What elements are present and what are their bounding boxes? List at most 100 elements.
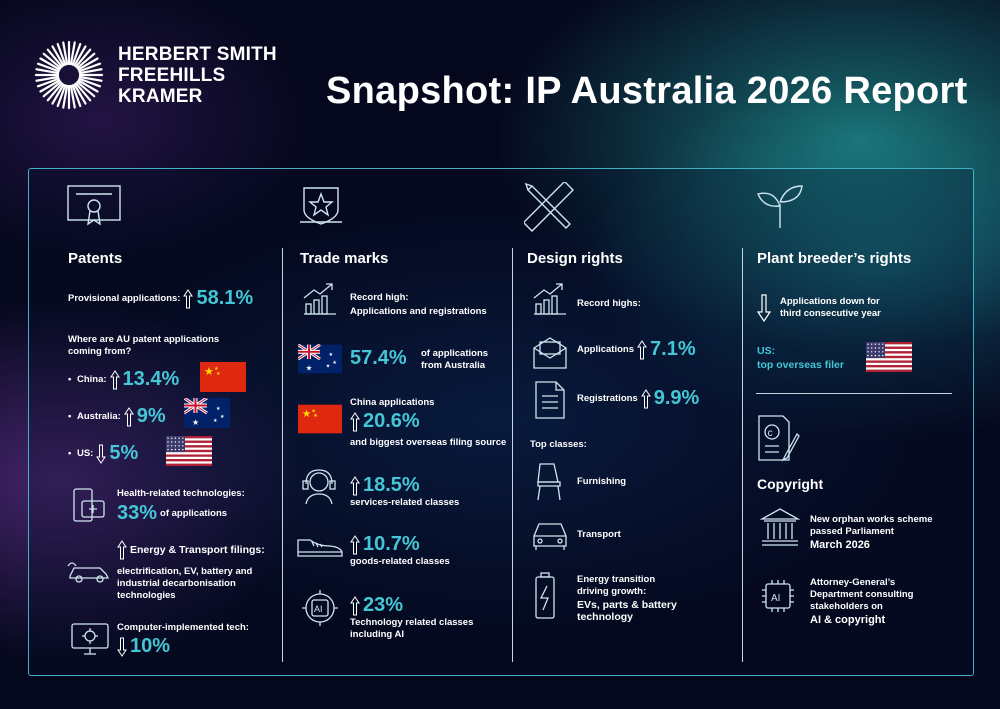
parliament-icon (760, 508, 800, 546)
energy-label: Energy & Transport filings: (130, 544, 265, 556)
svg-text:★: ★ (213, 418, 218, 424)
china-flag-icon: ★ ★★ (200, 362, 246, 392)
health-suffix: of applications (160, 507, 228, 519)
provisional-stat: Provisional applications: 58.1% (68, 287, 253, 310)
page-title: Snapshot: IP Australia 2026 Report (326, 70, 968, 112)
design-heading: Design rights (527, 250, 623, 267)
australia-label: Australia: (76, 410, 121, 422)
ruler-pencil-icon (524, 182, 574, 232)
arrow-up-icon (117, 540, 127, 560)
growth-chart-icon (533, 283, 566, 315)
arrow-up-icon (350, 411, 360, 431)
us-label: US: (76, 447, 94, 459)
copyright-ag-bold: AI & copyright (810, 614, 886, 626)
design-record-label: Record highs: (577, 298, 641, 309)
shoe-icon (297, 539, 343, 557)
heart-phone-icon (73, 488, 105, 522)
tm-australia-desc: of applications from Australia (421, 348, 489, 371)
svg-text:★: ★ (306, 363, 313, 372)
svg-text:★: ★ (311, 408, 316, 414)
computer-stat: 10% (117, 635, 170, 658)
ev-car-icon (67, 562, 110, 583)
shield-star-icon (300, 187, 342, 225)
section-divider (756, 393, 952, 394)
tm-services-stat: 18.5% (350, 474, 420, 497)
tm-services-desc: services-related classes (350, 497, 460, 508)
svg-text:★: ★ (329, 352, 334, 358)
arrow-down-icon (96, 444, 107, 464)
health-stat: 33% of applications (117, 502, 227, 525)
tm-china-stat: 20.6% (350, 410, 420, 433)
arrow-up-icon (350, 475, 360, 495)
brand-line-1: HERBERT SMITH (118, 44, 277, 65)
document-icon (535, 381, 565, 419)
headset-icon (302, 469, 336, 505)
tm-china-label: China applications (350, 397, 435, 408)
china-value: 13.4% (122, 368, 180, 390)
provisional-label: Provisional applications: (68, 292, 181, 304)
column-divider (282, 248, 283, 662)
svg-text:★: ★ (326, 364, 331, 370)
health-label: Health-related technologies: (117, 488, 245, 499)
china-row: • China: 13.4% (68, 368, 180, 390)
ai-chip-label: AI (314, 604, 323, 614)
tm-services-value: 18.5% (363, 474, 420, 496)
arrow-up-icon (123, 406, 134, 426)
copyright-orphan-desc: New orphan works scheme passed Parliamen… (810, 514, 933, 537)
design-furnishing: Furnishing (577, 476, 627, 487)
car-icon (533, 523, 567, 550)
arrow-up-icon (350, 595, 360, 615)
australia-row: • Australia: 9% (68, 405, 166, 427)
svg-text:★: ★ (204, 366, 214, 378)
arrow-down-icon (117, 637, 127, 657)
tm-goods-desc: goods-related classes (350, 556, 450, 567)
design-registrations-stat: Registrations 9.9% (577, 387, 699, 410)
svg-text:★: ★ (332, 360, 337, 366)
us-value: 5% (109, 442, 139, 464)
ai-chip-icon: AI (302, 590, 338, 626)
provisional-value: 58.1% (196, 287, 254, 309)
design-registrations-label: Registrations (577, 392, 638, 404)
arrow-down-icon (757, 294, 771, 322)
arrow-up-icon (183, 288, 194, 308)
china-label: China: (76, 373, 107, 385)
where-label: Where are AU patent applications coming … (68, 334, 220, 357)
plant-down-desc: Applications down for third consecutive … (780, 296, 881, 319)
brand-line-3: KRAMER (118, 86, 203, 107)
plant-us-desc: top overseas filer (757, 359, 844, 371)
design-applications-value: 7.1% (650, 338, 696, 360)
design-applications-stat: Applications 7.1% (577, 338, 696, 361)
energy-stat: Energy & Transport filings: (117, 540, 265, 560)
patents-heading: Patents (68, 250, 123, 267)
us-row: • US: 5% (68, 442, 139, 464)
certificate-icon (67, 185, 121, 226)
tm-tech-desc: Technology related classes including AI (350, 617, 474, 640)
column-divider (512, 248, 513, 662)
chair-icon (537, 463, 561, 501)
battery-icon (535, 572, 555, 619)
computer-value: 10% (130, 635, 171, 657)
tm-tech-value: 23% (363, 594, 404, 616)
design-top-label: Top classes: (530, 439, 587, 450)
australia-flag-icon: ★★★★ (184, 398, 230, 428)
brand-line-2: FREEHILLS (118, 65, 226, 86)
svg-text:★: ★ (214, 366, 219, 372)
copyright-document-icon: c (758, 415, 800, 462)
svg-text:★: ★ (192, 418, 199, 427)
ai-chip-icon: AI (762, 580, 794, 612)
tm-record-desc: Applications and registrations (350, 306, 487, 317)
health-value: 33% (117, 502, 158, 524)
us-flag-icon (866, 342, 912, 372)
design-energy-label: Energy transition driving growth: (577, 574, 656, 597)
plant-us-label: US: (757, 345, 776, 357)
copyright-heading: Copyright (757, 476, 824, 492)
computer-label: Computer-implemented tech: (117, 622, 249, 633)
svg-text:★: ★ (216, 371, 221, 377)
energy-desc: electrification, EV, battery and industr… (117, 566, 253, 601)
sprout-icon (757, 185, 803, 228)
ai-chip-label: AI (771, 593, 780, 604)
arrow-up-icon (637, 339, 647, 359)
china-flag-icon: ★ ★★ (298, 404, 342, 434)
brand-name: HERBERT SMITH FREEHILLS KRAMER (118, 44, 277, 107)
svg-text:c: c (768, 428, 773, 439)
